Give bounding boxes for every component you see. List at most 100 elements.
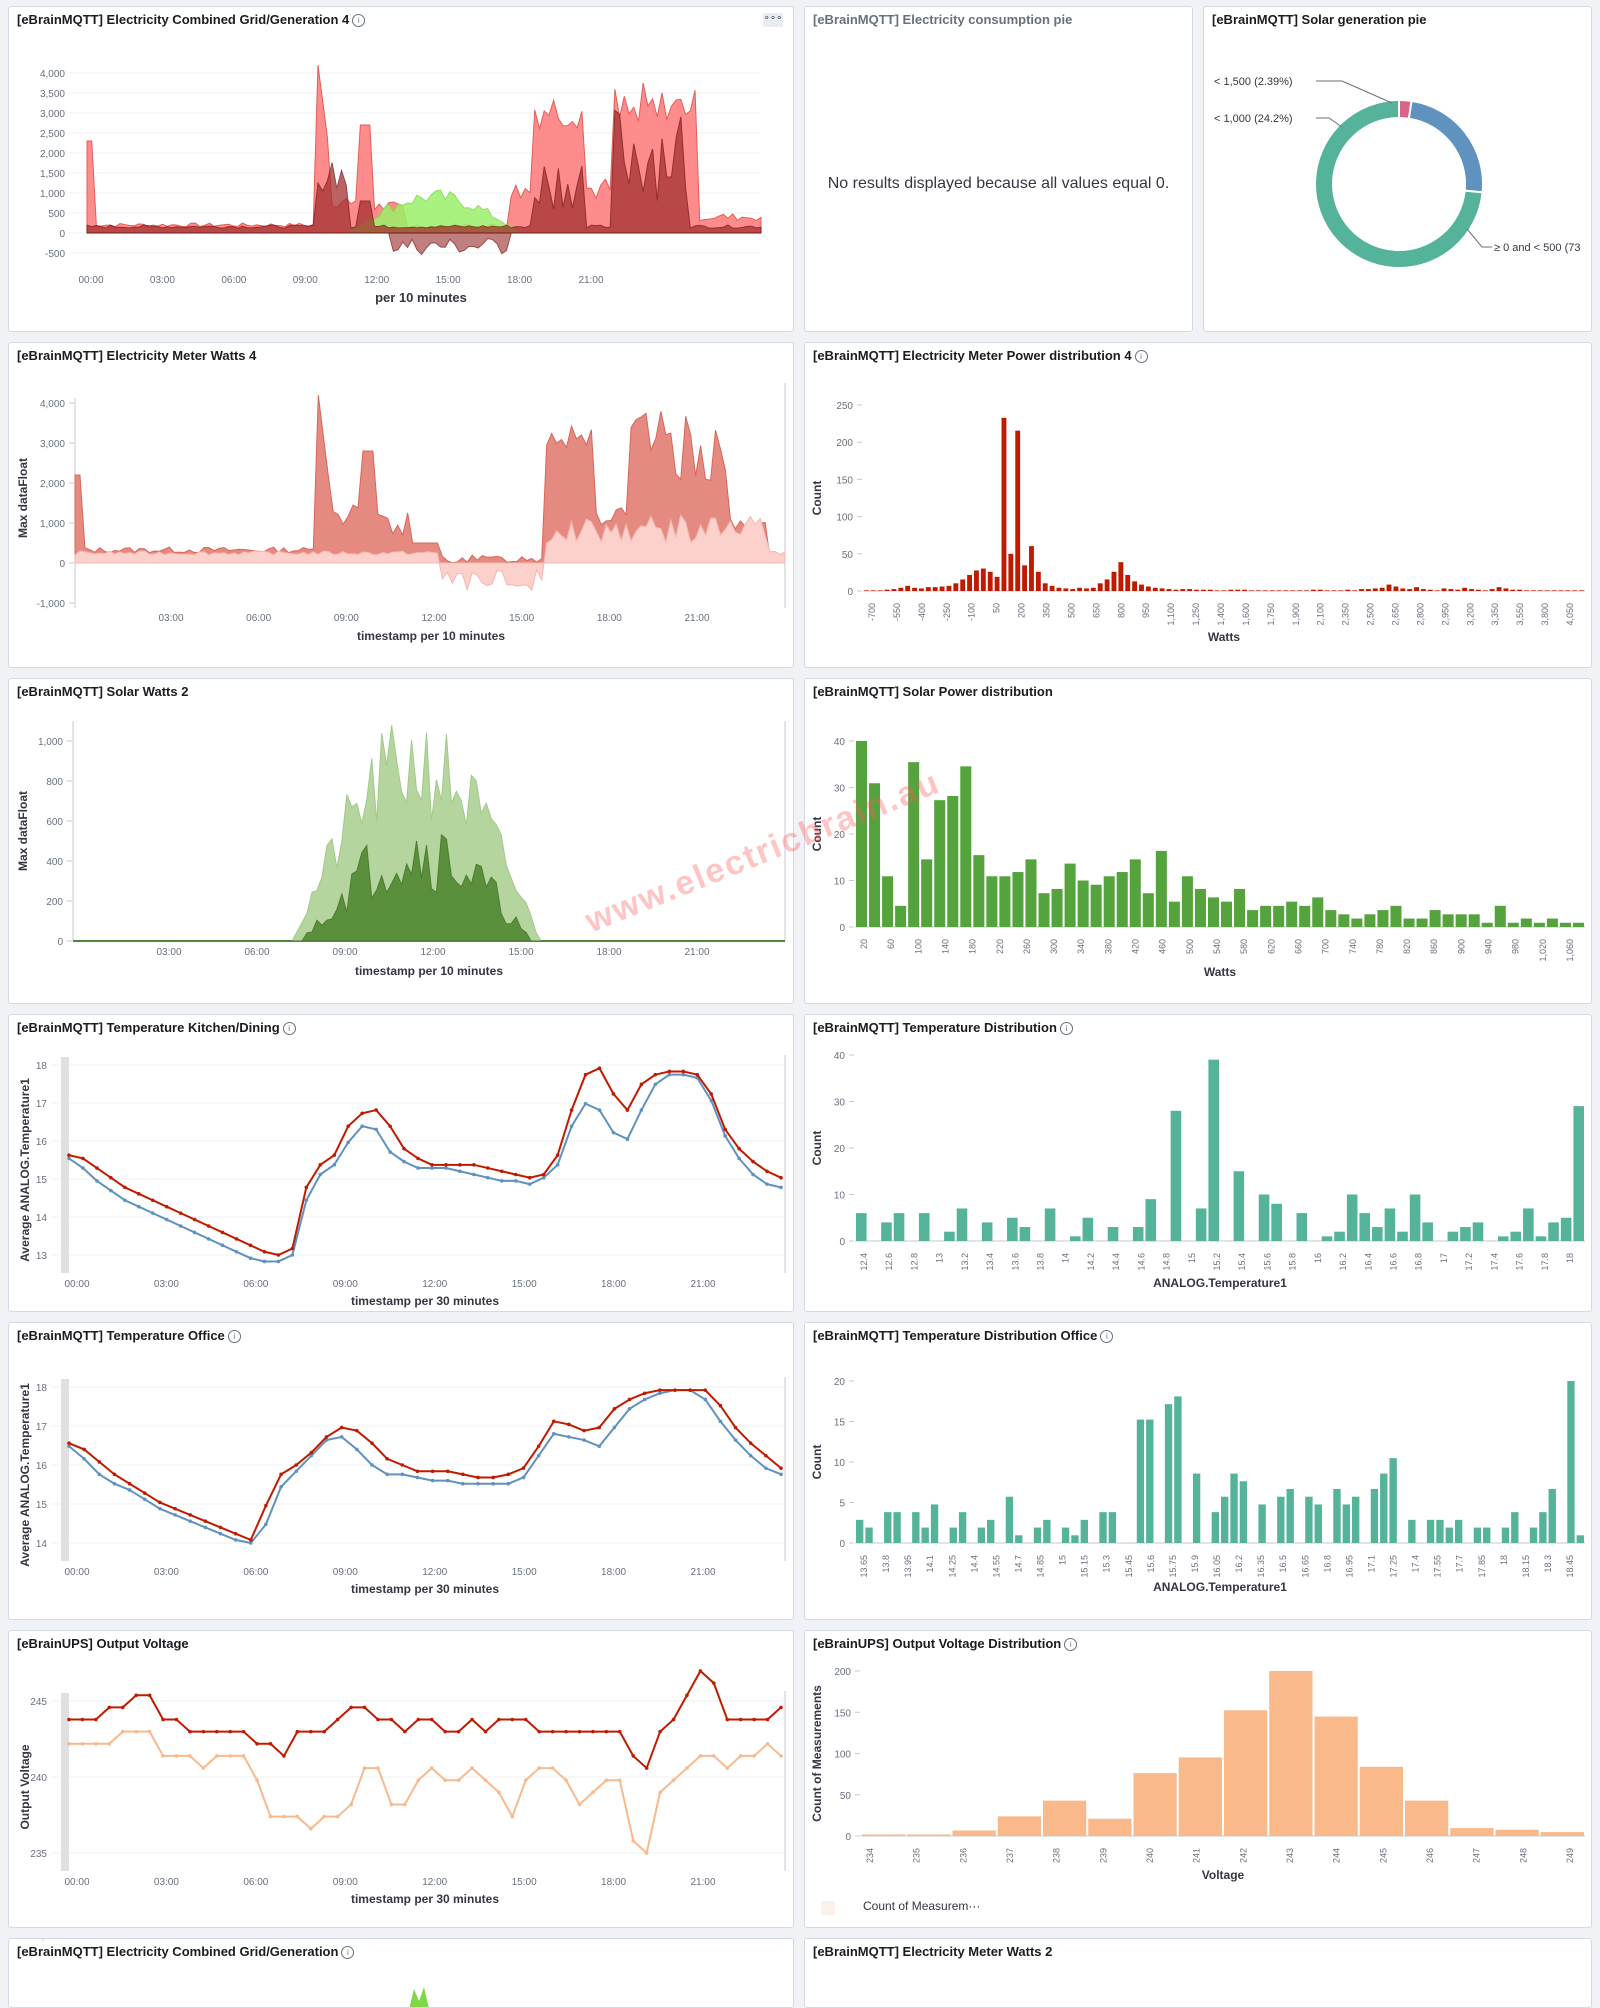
x-tick-label: 13.95: [903, 1555, 913, 1578]
info-icon[interactable]: i: [352, 14, 366, 27]
bar: [944, 1231, 955, 1241]
panel-title: [eBrainMQTT] Electricity consumption pie: [813, 12, 1073, 27]
data-point: [642, 1391, 647, 1396]
temp-kitchen-chart: 18 17 16 15 14 13 00:00 03:00 06:00 09:00 12:00 15:…: [18, 1055, 786, 1308]
x-tick-label: 17: [1439, 1253, 1449, 1263]
bar: [1482, 590, 1488, 591]
data-point: [472, 1163, 476, 1167]
data-point: [644, 1766, 649, 1770]
data-point: [81, 1156, 85, 1161]
bar: [1338, 590, 1344, 591]
bar: [1035, 571, 1041, 591]
x-tick-label: 09:00: [334, 613, 359, 624]
data-point: [486, 1166, 490, 1170]
bar: [1152, 587, 1158, 591]
bar: [1386, 584, 1392, 591]
data-point: [667, 1072, 672, 1077]
data-point: [499, 1179, 504, 1183]
panel-solar-watts: [eBrainMQTT] Solar Watts 2 1,000 800 600 40…: [8, 678, 794, 1004]
x-tick-label: 03:00: [150, 275, 175, 286]
bar: [1372, 1227, 1383, 1241]
bar: [1049, 585, 1055, 591]
bar: [1258, 1194, 1270, 1241]
x-tick-label: 3,550: [1515, 603, 1525, 626]
data-point: [712, 1681, 716, 1685]
data-point: [188, 1729, 192, 1734]
x-axis-title: ANALOG.Temperature1: [1153, 1580, 1287, 1594]
bar: [1007, 1217, 1018, 1241]
bar: [1286, 901, 1298, 927]
bar: [1015, 430, 1021, 591]
panel-options-button[interactable]: ∘∘∘: [763, 13, 783, 27]
x-tick-label: 16: [1313, 1253, 1323, 1263]
bar: [973, 855, 985, 927]
data-point: [264, 1503, 268, 1508]
x-tick-label: 238: [1052, 1848, 1062, 1863]
x-tick-label: 06:00: [243, 1279, 268, 1290]
series-min-area: [74, 513, 786, 592]
bar: [1269, 1671, 1313, 1836]
info-icon[interactable]: i: [1100, 1330, 1114, 1343]
panel-title: [eBrainMQTT] Solar Power distribution: [813, 684, 1053, 699]
bar: [1097, 583, 1103, 591]
data-point: [555, 1163, 560, 1167]
x-tick-label: 940: [1484, 939, 1494, 954]
legend-item[interactable]: Count of Measurem···: [821, 1899, 980, 1915]
data-point: [510, 1717, 515, 1722]
data-point: [188, 1513, 192, 1517]
bar: [1517, 589, 1523, 591]
info-icon[interactable]: i: [282, 1022, 296, 1035]
data-point: [294, 1469, 299, 1474]
data-point: [612, 1407, 617, 1411]
bar: [986, 876, 998, 927]
data-point: [374, 1127, 378, 1132]
bar: [1548, 1489, 1556, 1543]
info-icon[interactable]: i: [341, 1946, 355, 1959]
info-icon[interactable]: i: [227, 1330, 241, 1343]
bar: [1407, 589, 1413, 591]
info-icon[interactable]: i: [1059, 1022, 1073, 1035]
y-tick-label: 150: [836, 475, 853, 486]
data-point: [206, 1224, 211, 1228]
info-icon[interactable]: i: [1134, 350, 1148, 363]
x-tick-label: 18:00: [601, 1567, 626, 1578]
x-tick-label: 234: [865, 1848, 875, 1863]
bar: [1142, 893, 1154, 927]
data-point: [513, 1179, 518, 1183]
x-tick-label: 00:00: [64, 1567, 89, 1578]
x-tick-label: 21:00: [690, 1877, 715, 1888]
x-tick-label: 820: [1402, 939, 1412, 954]
pie-label: ≥ 0 and < 500 (73: [1494, 242, 1580, 254]
y-axis-title: Average ANALOG.Temperature1: [18, 1383, 32, 1567]
data-point: [673, 1388, 677, 1392]
data-point: [295, 1729, 300, 1734]
y-axis-title: Count: [810, 1131, 824, 1166]
panel-meter-distribution: [eBrainMQTT] Electricity Meter Power dis…: [804, 342, 1592, 668]
x-tick-label: 500: [1185, 939, 1195, 954]
bar: [893, 1512, 901, 1543]
data-point: [506, 1481, 511, 1486]
data-point: [430, 1163, 434, 1167]
panel-title: [eBrainMQTT] Electricity Meter Watts 4: [17, 348, 257, 363]
panel-title: [eBrainMQTT] Temperature Distribution: [813, 1020, 1057, 1035]
bar: [1214, 590, 1220, 591]
data-point: [639, 1082, 644, 1087]
info-icon[interactable]: i: [1064, 1638, 1078, 1651]
x-tick-label: 21:00: [578, 275, 603, 286]
data-point: [339, 1425, 344, 1430]
data-point: [112, 1472, 117, 1477]
x-tick-label: 1,400: [1216, 603, 1226, 626]
data-point: [752, 1754, 756, 1758]
data-point: [779, 1175, 783, 1180]
x-tick-label: 13.8: [1036, 1253, 1046, 1271]
bar: [1455, 914, 1467, 927]
bar: [1070, 589, 1076, 591]
data-point: [444, 1166, 448, 1170]
data-point: [537, 1766, 541, 1770]
data-point: [723, 1134, 727, 1138]
bar: [932, 587, 938, 591]
data-point: [577, 1802, 582, 1807]
y-tick-label: 1,000: [40, 189, 65, 200]
bar: [1174, 1396, 1182, 1543]
bar: [870, 590, 876, 591]
